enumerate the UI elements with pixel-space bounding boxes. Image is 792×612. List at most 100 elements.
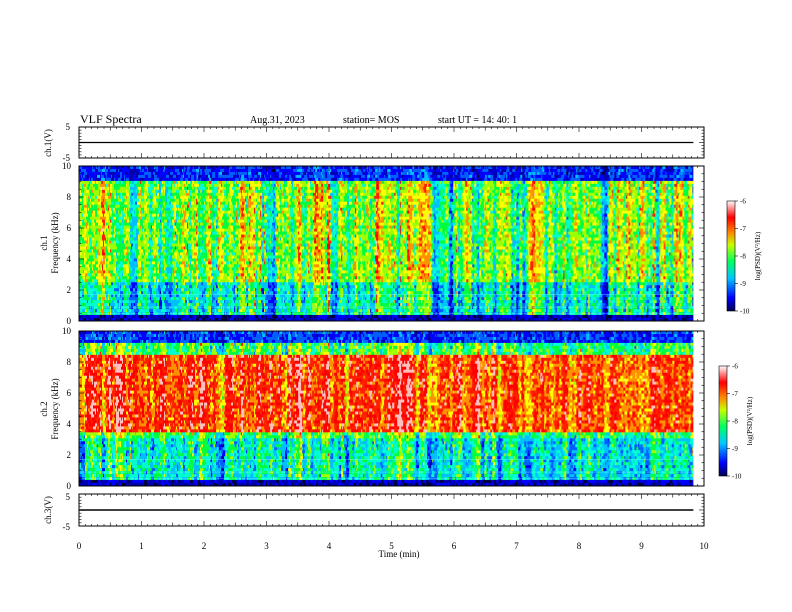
spectrogram-cell bbox=[393, 180, 397, 185]
spectrogram-cell bbox=[524, 186, 528, 191]
spectrogram-cell bbox=[464, 180, 466, 185]
spectrogram-cell bbox=[80, 177, 83, 182]
spectrogram-cell bbox=[473, 171, 476, 176]
spectrogram-cell bbox=[217, 177, 220, 182]
spectrogram-cell bbox=[642, 189, 644, 194]
spectrogram-cell bbox=[597, 180, 601, 185]
spectrogram-cell bbox=[351, 183, 355, 188]
spectrogram-cell bbox=[169, 204, 172, 209]
spectrogram-cell bbox=[101, 210, 103, 214]
spectrogram-cell bbox=[289, 198, 291, 203]
spectrogram-cell bbox=[160, 207, 163, 212]
spectrogram-cell bbox=[186, 192, 190, 197]
spectrogram-cell bbox=[219, 210, 222, 214]
spectrogram-cell bbox=[509, 168, 513, 173]
spectrogram-cell bbox=[541, 207, 544, 212]
spectrogram-cell bbox=[235, 174, 238, 179]
spectrogram-cell bbox=[426, 204, 428, 209]
spectrogram-cell bbox=[677, 207, 680, 212]
spectrogram-cell bbox=[396, 183, 400, 188]
spectrogram-cell bbox=[478, 192, 480, 197]
spectrogram-cell bbox=[125, 204, 128, 209]
spectrogram-cell bbox=[623, 204, 625, 209]
spectrogram-cell bbox=[153, 171, 156, 176]
spectrogram-cell bbox=[581, 166, 585, 170]
spectrogram-cell bbox=[93, 210, 96, 214]
spectrogram-cell bbox=[668, 189, 672, 194]
spectrogram-cell bbox=[581, 195, 583, 200]
spectrogram-cell bbox=[463, 207, 465, 212]
spectrogram-cell bbox=[509, 201, 511, 206]
spectrogram-cell bbox=[442, 201, 446, 206]
spectrogram-cell bbox=[364, 207, 366, 212]
spectrogram-cell bbox=[197, 207, 201, 212]
spectrogram-cell bbox=[247, 186, 250, 191]
spectrogram-cell bbox=[601, 186, 603, 191]
spectrogram-cell bbox=[632, 168, 634, 173]
spectrogram-cell bbox=[643, 183, 645, 188]
spectrogram-cell bbox=[239, 189, 242, 194]
spectrogram-cell bbox=[540, 204, 543, 209]
spectrogram-cell bbox=[602, 183, 604, 188]
spectrogram-cell bbox=[684, 189, 686, 194]
spectrogram-cell bbox=[160, 192, 163, 197]
spectrogram-cell bbox=[429, 204, 433, 209]
spectrogram-cell bbox=[200, 210, 204, 214]
spectrogram-cell bbox=[398, 198, 400, 203]
spectrogram-cell bbox=[221, 166, 224, 170]
spectrogram-cell bbox=[233, 180, 236, 185]
spectrogram-cell bbox=[567, 186, 570, 191]
spectrogram-cell bbox=[498, 189, 500, 194]
spectrogram-cell bbox=[294, 189, 297, 194]
spectrogram-cell bbox=[319, 204, 321, 209]
spectrogram-cell bbox=[446, 189, 448, 194]
spectrogram-cell bbox=[156, 201, 159, 206]
spectrogram-cell bbox=[678, 201, 681, 206]
spectrogram-cell bbox=[88, 195, 90, 200]
spectrogram-cell bbox=[275, 189, 279, 194]
spectrogram-cell bbox=[632, 201, 634, 206]
spectrogram-cell bbox=[497, 198, 499, 203]
spectrogram-cell bbox=[512, 171, 515, 176]
spectrogram-cell bbox=[159, 186, 161, 191]
spectrogram-cell bbox=[416, 189, 418, 194]
spectrogram-cell bbox=[112, 204, 116, 209]
spectrogram-cell bbox=[112, 189, 115, 194]
spectrogram-cell bbox=[254, 189, 256, 194]
spectrogram-cell bbox=[97, 207, 99, 212]
spectrogram-cell bbox=[125, 166, 128, 170]
spectrogram-cell bbox=[83, 201, 87, 206]
spectrogram-cell bbox=[672, 195, 674, 200]
spectrogram-cell bbox=[603, 174, 607, 179]
spectrogram-cell bbox=[260, 204, 263, 209]
spectrogram-cell bbox=[375, 186, 377, 191]
spectrogram-cell bbox=[130, 195, 133, 200]
spectrogram-cell bbox=[447, 183, 450, 188]
spectrogram-cell bbox=[237, 186, 241, 191]
spectrogram-cell bbox=[559, 201, 561, 206]
spectrogram-cell bbox=[380, 207, 384, 212]
spectrogram-cell bbox=[235, 171, 237, 176]
spectrogram-cell bbox=[299, 166, 303, 170]
spectrogram-cell bbox=[323, 192, 325, 197]
spectrogram-cell bbox=[415, 180, 419, 185]
spectrogram-cell bbox=[303, 201, 307, 206]
spectrogram-cell bbox=[303, 195, 306, 200]
spectrogram-cell bbox=[364, 189, 366, 194]
spectrogram-cell bbox=[119, 210, 122, 214]
spectrogram-cell bbox=[101, 195, 104, 200]
spectrogram-cell bbox=[673, 177, 676, 182]
spectrogram-cell bbox=[394, 168, 398, 173]
spectrogram-cell bbox=[226, 192, 229, 197]
spectrogram-cell bbox=[373, 180, 377, 185]
spectrogram-cell bbox=[295, 174, 297, 179]
spectrogram-cell bbox=[410, 207, 414, 212]
spectrogram-cell bbox=[675, 201, 679, 206]
spectrogram-cell bbox=[295, 204, 298, 209]
spectrogram-cell bbox=[551, 201, 553, 206]
spectrogram-cell bbox=[79, 186, 82, 191]
spectrogram-cell bbox=[450, 201, 453, 206]
spectrogram-cell bbox=[476, 183, 480, 188]
spectrogram-cell bbox=[494, 186, 498, 191]
spectrogram-cell bbox=[632, 198, 636, 203]
